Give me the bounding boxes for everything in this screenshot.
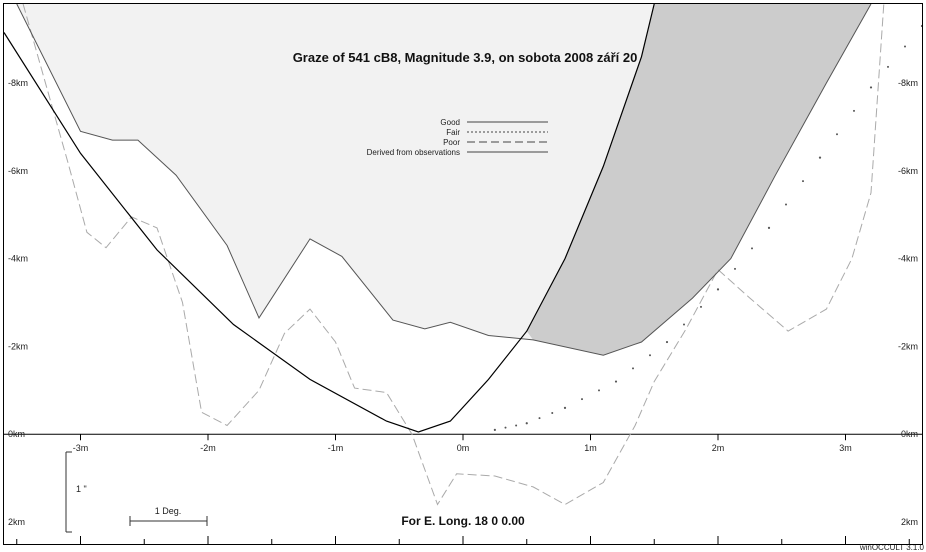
- dotted-path-point-interp: [598, 389, 600, 392]
- y-tick-label-left-3: -2km: [8, 341, 28, 351]
- y-tick-label-left-0: -8km: [8, 78, 28, 88]
- dotted-path-point-interp: [887, 65, 889, 68]
- dotted-path-point-interp: [802, 180, 804, 183]
- degree-label: 1 Deg.: [155, 506, 182, 516]
- y-tick-label-left-5: 2km: [8, 517, 25, 527]
- dotted-path-point-7: [818, 156, 822, 159]
- x-tick-label-3: 0m: [457, 443, 470, 453]
- limb-regions: [16, 4, 871, 356]
- dotted-path-point-interp: [632, 367, 634, 370]
- x-tick-label-6: 3m: [839, 443, 852, 453]
- legend-label-1: Fair: [446, 128, 460, 137]
- x-tick-label-1: -2m: [200, 443, 216, 453]
- dotted-path: [493, 24, 924, 431]
- dark-limb-region: [526, 4, 871, 356]
- chart-title: Graze of 541 cB8, Magnitude 3.9, on sobo…: [293, 50, 638, 65]
- bright-limb-region: [16, 4, 655, 340]
- legend-label-0: Good: [440, 118, 460, 127]
- limb-profile-solid: [16, 3, 872, 356]
- y-tick-label-left-1: -6km: [8, 166, 28, 176]
- dotted-path-point-interp: [538, 417, 541, 420]
- dotted-path-point-interp: [581, 398, 583, 401]
- y-tick-label-right-4: 0km: [901, 429, 918, 439]
- legend-label-3: Derived from observations: [367, 148, 460, 157]
- x-tick-label-0: -3m: [73, 443, 89, 453]
- version-label: winOCCULT 3.1.0: [859, 543, 925, 552]
- x-tick-label-5: 2m: [712, 443, 725, 453]
- y-tick-label-right-0: -8km: [898, 78, 918, 88]
- dotted-path-point-interp: [515, 424, 518, 427]
- dotted-path-point-interp: [649, 354, 651, 357]
- dotted-path-point-interp: [734, 267, 736, 270]
- longitude-footer: For E. Long. 18 0 0.00: [401, 514, 525, 528]
- dotted-path-point-0: [493, 428, 496, 431]
- dotted-path-point-5: [716, 288, 720, 291]
- scale-bar: 1 " 1 Deg.: [65, 451, 208, 533]
- dotted-path-point-3: [614, 380, 618, 383]
- y-tick-label-left-2: -4km: [8, 254, 28, 264]
- dotted-path-point-6: [767, 226, 771, 230]
- x-tick-label-4: 1m: [584, 443, 597, 453]
- dotted-path-point-interp: [751, 247, 753, 250]
- y-tick-label-right-5: 2km: [901, 517, 918, 527]
- plot-frame: [3, 3, 923, 545]
- dotted-path-point-interp: [853, 109, 855, 112]
- dotted-path-point-interp: [904, 45, 906, 48]
- dotted-path-point-4: [665, 340, 669, 344]
- dotted-path-point-interp: [700, 305, 702, 308]
- dotted-path-point-1: [525, 422, 528, 425]
- dotted-path-point-interp: [683, 323, 685, 326]
- dotted-path-point-8: [869, 86, 873, 89]
- axes: -3m -2m -1m 0m 1m 2m 3m -8km -8km -6km -6km -4km -4k…: [4, 78, 922, 544]
- dotted-path-point-interp: [551, 412, 554, 415]
- graze-path-line: [3, 3, 655, 433]
- arcsec-label: 1 ": [76, 484, 87, 494]
- y-tick-label-right-2: -4km: [898, 254, 918, 264]
- profile-lines: [3, 3, 885, 506]
- legend-label-2: Poor: [443, 138, 460, 147]
- y-tick-label-right-3: -2km: [898, 341, 918, 351]
- y-tick-label-right-1: -6km: [898, 166, 918, 176]
- limb-profile-dashed: [22, 3, 885, 506]
- dotted-path-point-2: [563, 406, 567, 410]
- y-tick-label-left-4: 0km: [8, 429, 25, 439]
- dotted-path-point-interp: [785, 203, 787, 206]
- dotted-path-point-interp: [504, 426, 507, 429]
- dotted-path-point-interp: [836, 133, 838, 136]
- x-tick-label-2: -1m: [328, 443, 344, 453]
